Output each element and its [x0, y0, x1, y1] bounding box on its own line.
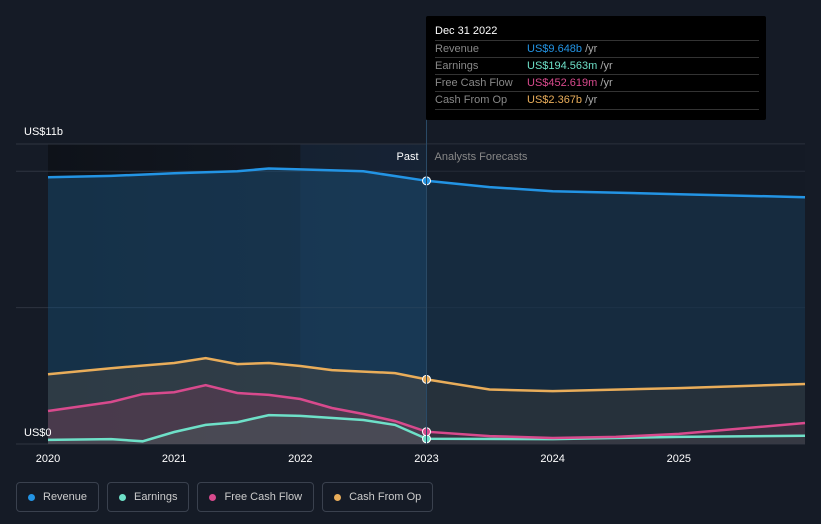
- tooltip-date: Dec 31 2022: [435, 25, 498, 37]
- tooltip-row-cfo: Cash From Op US$2.367b /yr: [435, 91, 759, 110]
- tooltip-label: Free Cash Flow: [435, 77, 513, 89]
- area-free-cash-flow: [48, 385, 805, 444]
- tooltip-unit: /yr: [600, 60, 613, 72]
- tooltip-label: Earnings: [435, 60, 479, 72]
- legend-label: Revenue: [43, 491, 88, 503]
- x-tick-label: 2022: [288, 453, 312, 465]
- legend-label: Free Cash Flow: [224, 491, 303, 503]
- tooltip-value: US$194.563m: [527, 60, 598, 72]
- line-earnings: [47, 413, 806, 443]
- forecast-dim: [426, 144, 805, 444]
- legend: Revenue Earnings Free Cash Flow Cash Fro…: [16, 482, 434, 512]
- fcf-dot-icon: [209, 493, 217, 501]
- line-revenue: [47, 167, 806, 199]
- tooltip-row-earnings: Earnings US$194.563m /yr: [435, 57, 759, 75]
- x-tick-label: 2020: [36, 453, 60, 465]
- tooltip-unit: /yr: [600, 77, 613, 89]
- line-cash-from-op: [47, 356, 806, 393]
- past-label: Past: [396, 151, 418, 163]
- x-tick-label: 2024: [540, 453, 564, 465]
- legend-cash-from-op[interactable]: Cash From Op: [322, 482, 434, 512]
- x-tick-label: 2021: [162, 453, 186, 465]
- legend-label: Cash From Op: [349, 491, 422, 503]
- tooltip-value: US$9.648b: [527, 43, 583, 55]
- earnings-dot-icon: [119, 493, 127, 501]
- legend-earnings[interactable]: Earnings: [107, 482, 190, 512]
- line-free-cash-flow: [47, 383, 806, 440]
- tooltip-row-revenue: Revenue US$9.648b /yr: [435, 40, 759, 58]
- tooltip-unit: /yr: [585, 43, 598, 55]
- tooltip-row-fcf: Free Cash Flow US$452.619m /yr: [435, 74, 759, 92]
- legend-revenue[interactable]: Revenue: [16, 482, 100, 512]
- tooltip-label: Cash From Op: [435, 94, 508, 106]
- legend-free-cash-flow[interactable]: Free Cash Flow: [197, 482, 315, 512]
- x-tick-label: 2025: [667, 453, 691, 465]
- cfo-dot-icon: [334, 493, 342, 501]
- tooltip-unit: /yr: [585, 94, 598, 106]
- x-tick-label: 2023: [414, 453, 438, 465]
- revenue-dot-icon: [28, 493, 35, 501]
- tooltip-value: US$452.619m: [527, 77, 598, 89]
- forecast-label: Analysts Forecasts: [435, 151, 528, 163]
- tooltip-label: Revenue: [435, 43, 480, 55]
- tooltip-value: US$2.367b: [527, 94, 583, 106]
- y-label-top: US$11b: [24, 126, 63, 138]
- legend-label: Earnings: [134, 491, 178, 503]
- y-label-bottom: US$0: [24, 427, 52, 439]
- tooltip: Dec 31 2022 Revenue US$9.648b /yr Earning…: [426, 16, 766, 120]
